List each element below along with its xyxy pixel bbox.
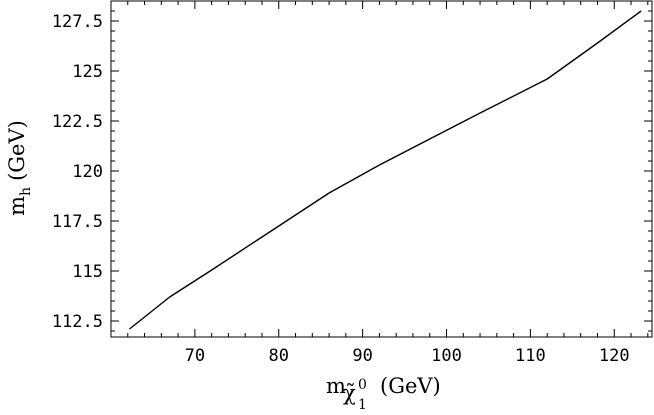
y-tick-label: 112.5 (52, 312, 103, 332)
x-axis-tick-labels: 70 80 90 100 110 120 (185, 346, 630, 366)
x-tick-label: 120 (599, 346, 630, 366)
x-tick-label: 90 (352, 346, 372, 366)
y-axis-title: mh (GeV) (5, 120, 34, 216)
y-axis-tick-labels: 112.5 115 117.5 120 122.5 125 127.5 (52, 12, 103, 332)
y-axis-title-base: m (5, 196, 29, 216)
x-axis-title-superscript: 0 (358, 377, 367, 393)
series-line (129, 10, 642, 330)
x-tick-label: 70 (185, 346, 205, 366)
y-axis-title-subscript: h (18, 187, 34, 196)
x-tick-label: 100 (431, 346, 462, 366)
plot-frame (110, 0, 653, 338)
x-tick-label: 110 (515, 346, 546, 366)
x-axis-title-unit: (GeV) (380, 374, 441, 398)
y-tick-label: 115 (72, 262, 103, 282)
x-axis-title-subscript-symbol: χ̃ (343, 381, 356, 405)
y-tick-label: 122.5 (52, 112, 103, 132)
x-axis-title-base: m (326, 374, 346, 398)
y-axis-ticks (111, 0, 652, 332)
x-tick-label: 80 (269, 346, 289, 366)
series-layer (129, 10, 642, 330)
x-axis-ticks (127, 1, 649, 337)
x-axis-title-subscript-index: 1 (358, 397, 367, 413)
x-axis-title: m (326, 374, 346, 398)
y-axis-title-unit: (GeV) (5, 120, 29, 181)
y-tick-label: 127.5 (52, 12, 103, 32)
y-tick-label: 117.5 (52, 212, 103, 232)
y-tick-label: 125 (72, 62, 103, 82)
y-tick-label: 120 (72, 162, 103, 182)
svg-text:mh(GeV): mh (GeV) (5, 120, 34, 216)
